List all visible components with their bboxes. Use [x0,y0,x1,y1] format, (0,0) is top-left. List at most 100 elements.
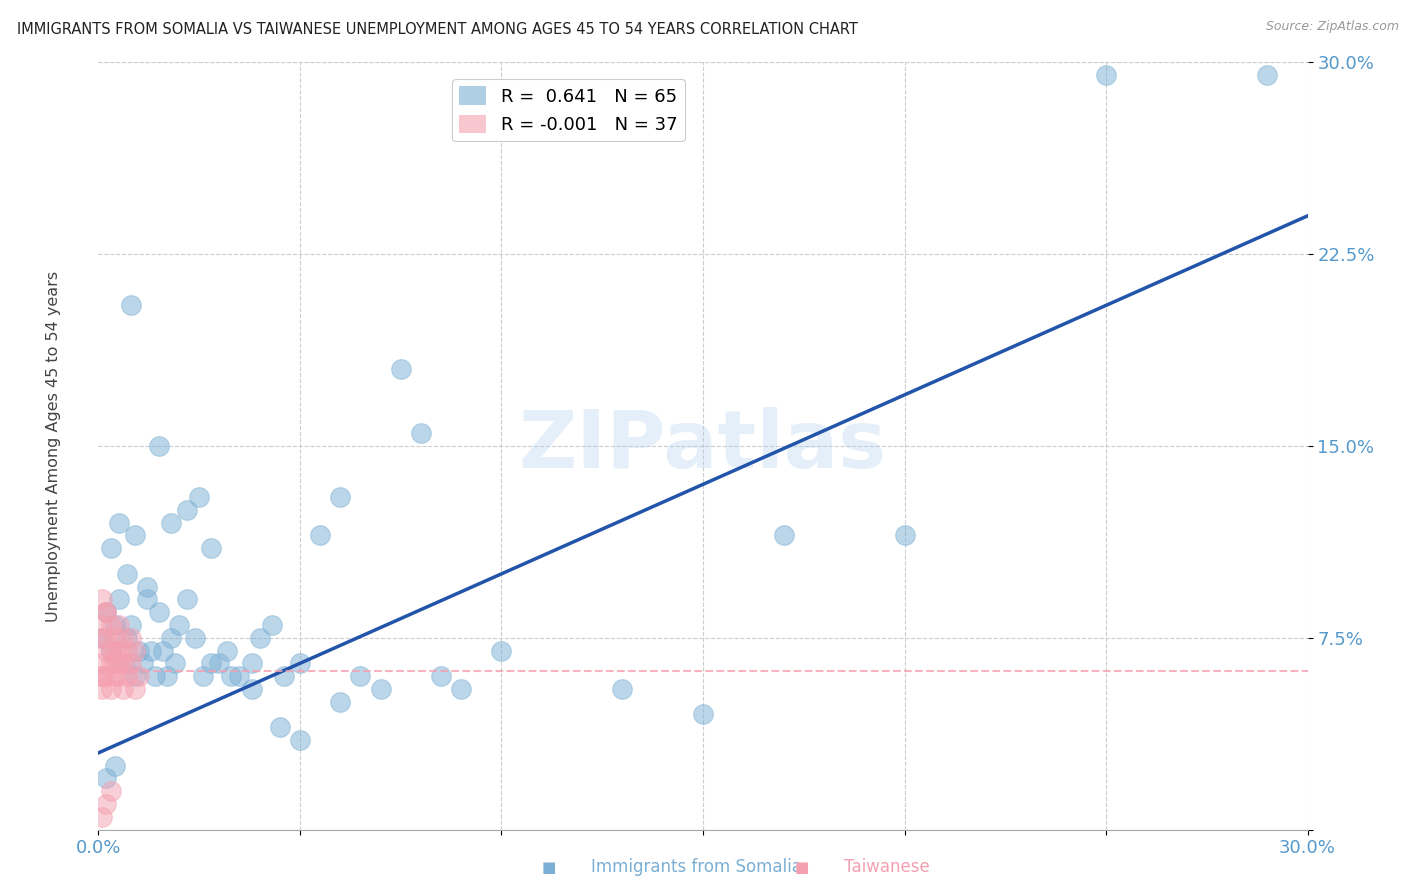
Point [370,681,392,696]
Point [107,516,129,530]
Point [692,707,714,722]
Point [91,669,114,683]
Point [200,657,222,671]
Point [139,643,162,657]
Point [91,681,114,696]
Point [1256,68,1278,82]
Point [115,566,138,581]
Point [100,618,122,632]
Point [107,618,129,632]
Point [188,490,211,504]
Point [249,631,271,645]
Point [103,618,125,632]
Point [100,784,122,798]
Point [772,528,794,542]
Point [176,592,198,607]
Legend: R =  0.641   N = 65, R = -0.001   N = 37: R = 0.641 N = 65, R = -0.001 N = 37 [453,79,685,141]
Point [96,605,118,619]
Point [91,657,114,671]
Point [135,580,157,594]
Point [107,643,129,657]
Point [132,657,155,671]
Point [288,657,311,671]
Point [128,643,150,657]
Point [148,605,170,619]
Point [124,669,146,683]
Point [103,657,125,671]
Point [309,528,332,542]
Point [96,631,118,645]
Point [128,669,150,683]
Point [107,657,129,671]
Point [143,669,166,683]
Point [115,631,138,645]
Point [107,592,129,607]
Point [349,669,371,683]
Point [269,720,291,734]
Point [217,643,239,657]
Point [163,657,186,671]
Point [96,669,118,683]
Point [103,669,125,683]
Text: Source: ZipAtlas.com: Source: ZipAtlas.com [1265,20,1399,33]
Point [160,516,183,530]
Point [450,681,472,696]
Text: ■: ■ [794,861,808,875]
Point [96,605,118,619]
Point [124,681,146,696]
Point [91,618,114,632]
Point [120,657,142,671]
Point [430,669,453,683]
Point [491,643,513,657]
Point [96,772,118,786]
Text: ZIPatlas: ZIPatlas [519,407,887,485]
Point [100,681,122,696]
Point [273,669,295,683]
Point [208,657,231,671]
Point [389,362,412,376]
Point [329,695,352,709]
Point [893,528,915,542]
Point [152,643,174,657]
Point [329,490,352,504]
Point [91,631,114,645]
Point [103,758,125,772]
Point [111,631,134,645]
Point [103,631,125,645]
Point [100,643,122,657]
Point [91,592,114,607]
Point [156,669,179,683]
Point [120,631,142,645]
Point [107,669,129,683]
Point [240,657,263,671]
Point [612,681,634,696]
Point [124,528,146,542]
Point [115,643,138,657]
Point [409,426,432,441]
Point [135,592,157,607]
Point [96,605,118,619]
Text: Taiwanese: Taiwanese [844,858,929,876]
Point [100,643,122,657]
Point [91,631,114,645]
Point [260,618,283,632]
Point [167,618,190,632]
Point [240,681,263,696]
Point [96,797,118,811]
Point [184,631,207,645]
Point [100,657,122,671]
Point [148,439,170,453]
Point [160,631,183,645]
Text: Immigrants from Somalia: Immigrants from Somalia [591,858,801,876]
Point [200,541,222,556]
Point [111,657,134,671]
Point [91,669,114,683]
Point [120,618,142,632]
Point [288,733,311,747]
Text: IMMIGRANTS FROM SOMALIA VS TAIWANESE UNEMPLOYMENT AMONG AGES 45 TO 54 YEARS CORR: IMMIGRANTS FROM SOMALIA VS TAIWANESE UNE… [17,22,858,37]
Text: ■: ■ [541,861,555,875]
Point [193,669,215,683]
Point [96,643,118,657]
Point [176,503,198,517]
Point [124,643,146,657]
